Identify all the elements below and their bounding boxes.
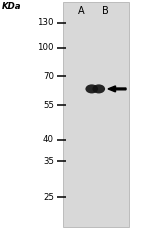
Text: KDa: KDa (2, 2, 21, 11)
Text: 40: 40 (43, 135, 54, 144)
Bar (63, 2, 129, 227)
Text: 35: 35 (43, 157, 54, 166)
Text: 55: 55 (43, 101, 54, 110)
Text: B: B (102, 6, 108, 16)
Ellipse shape (92, 84, 105, 93)
Text: A: A (78, 6, 84, 16)
Text: 70: 70 (43, 72, 54, 81)
Text: 130: 130 (38, 18, 54, 27)
Ellipse shape (85, 84, 98, 93)
Text: 25: 25 (43, 193, 54, 202)
Text: 100: 100 (38, 43, 54, 52)
FancyArrow shape (108, 86, 126, 92)
